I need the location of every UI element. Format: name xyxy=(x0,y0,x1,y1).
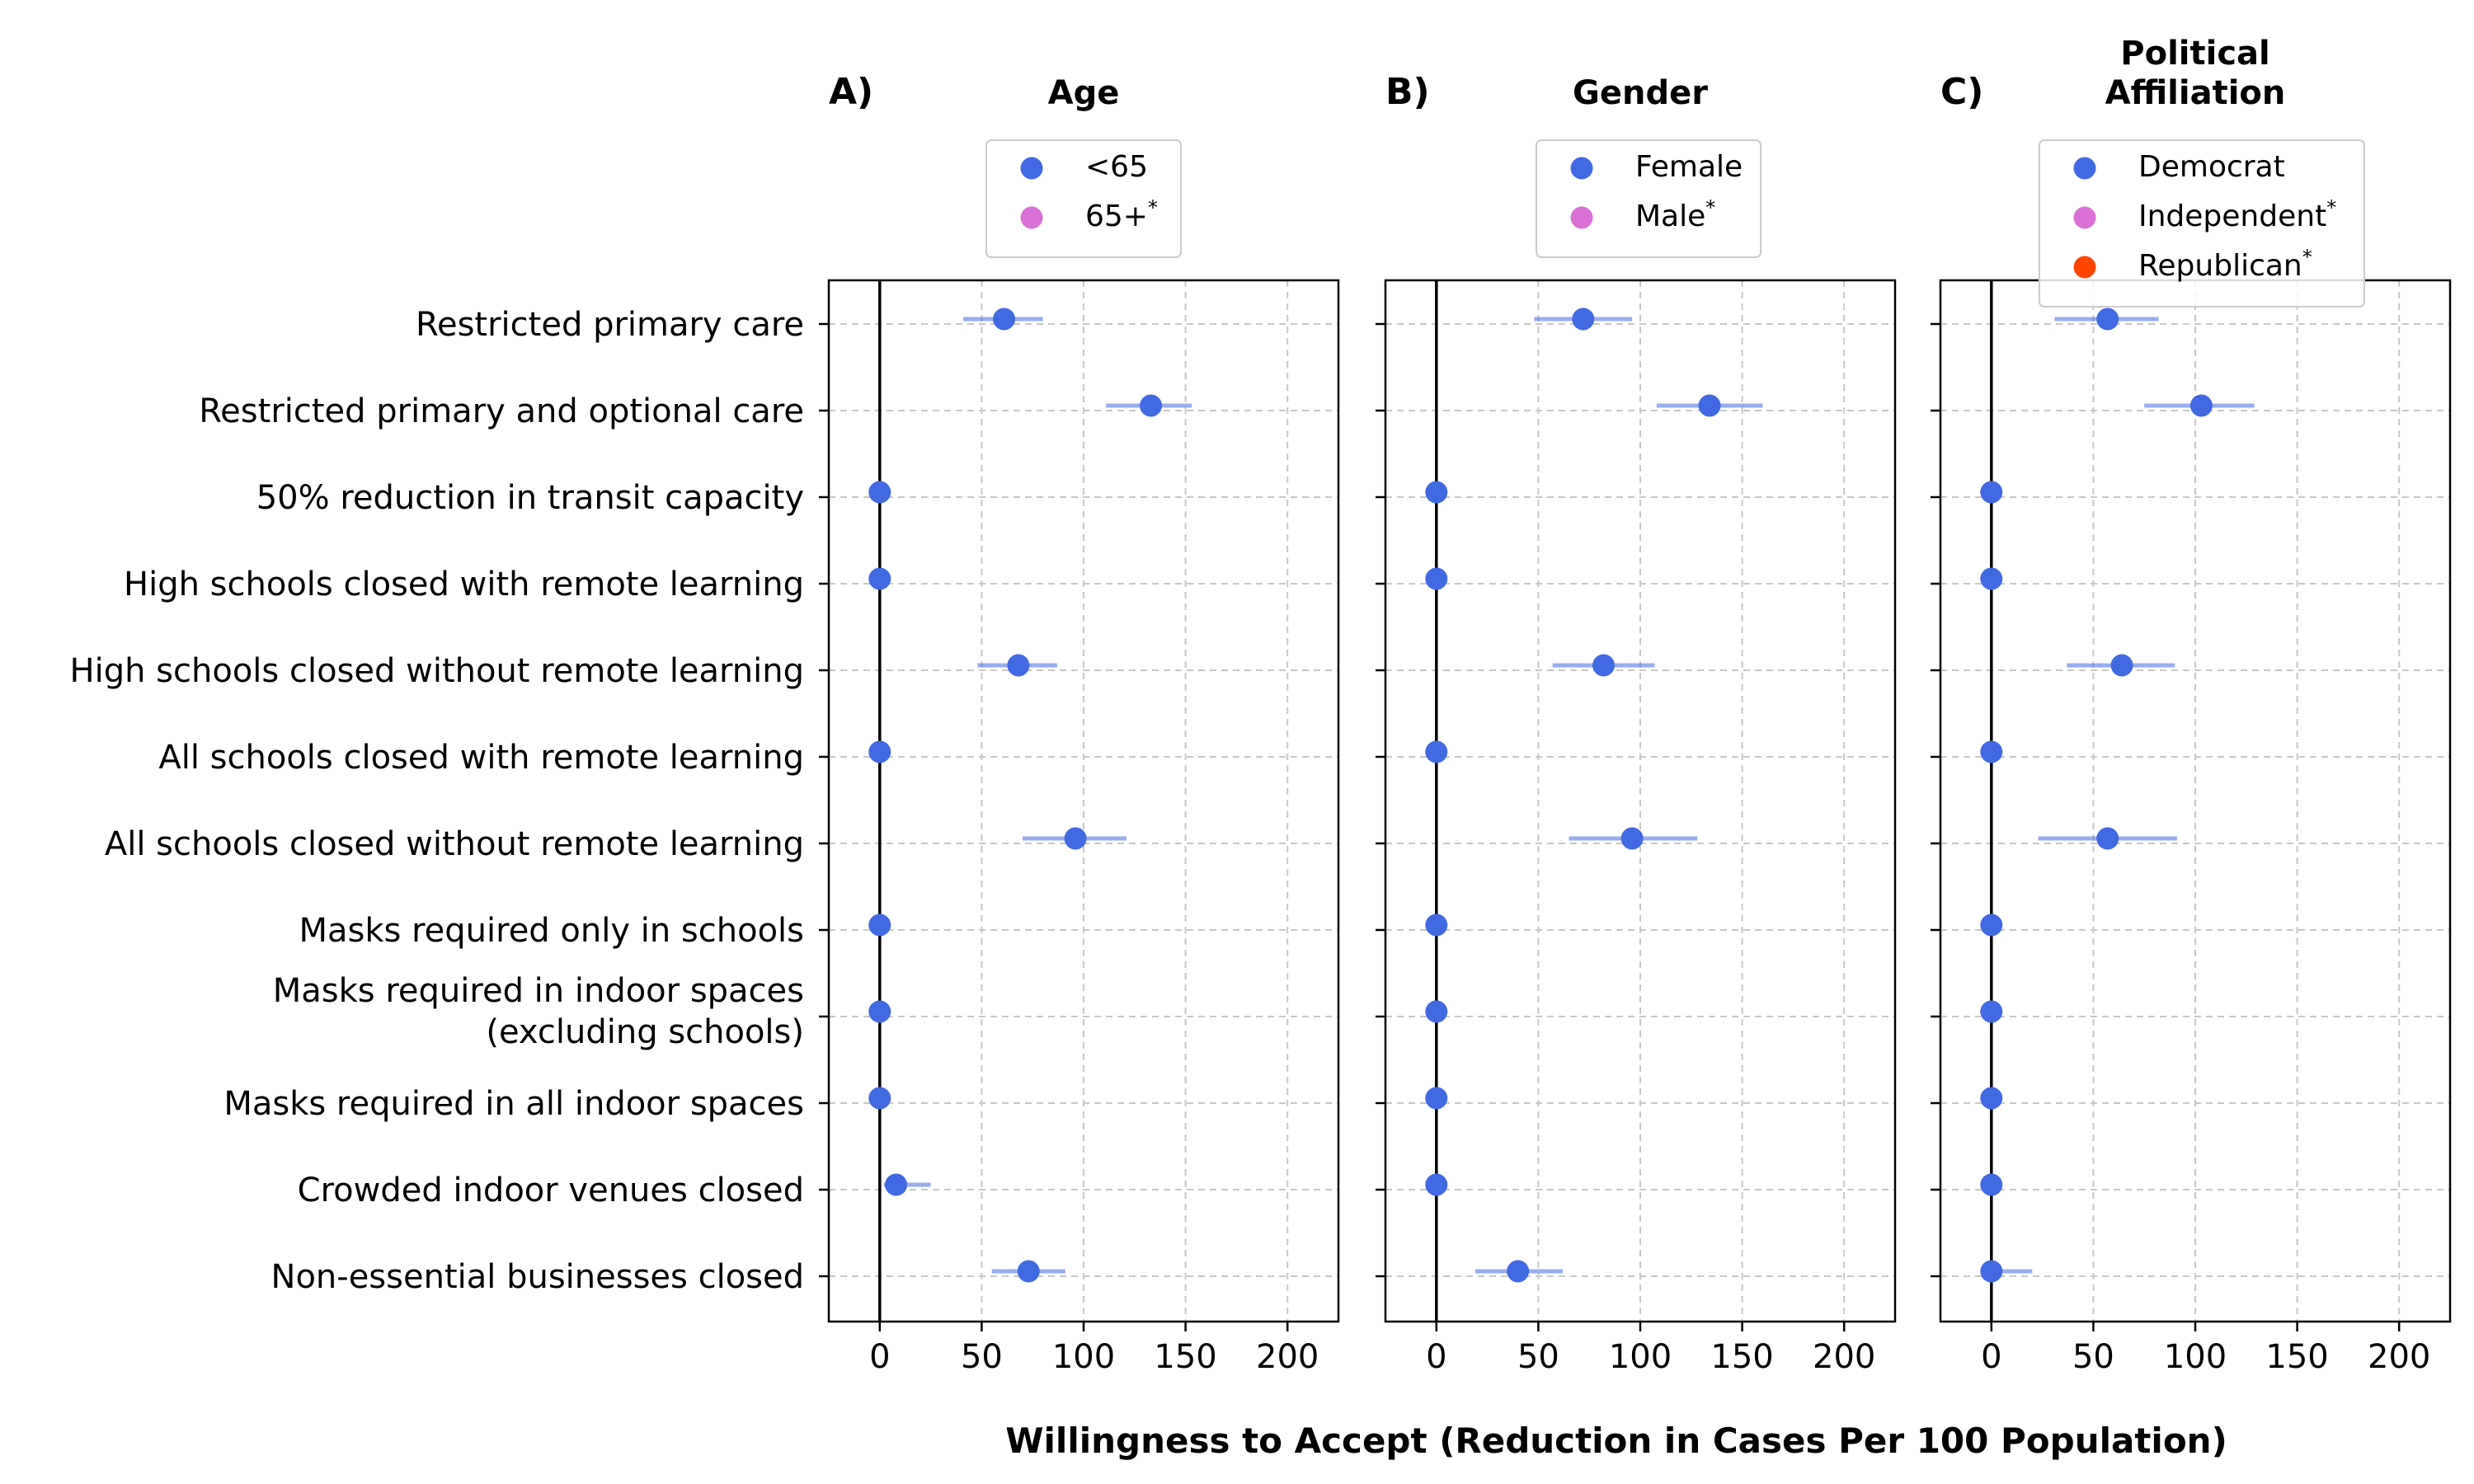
data-point xyxy=(1507,1260,1530,1283)
panel-letter: C) xyxy=(1940,71,1983,113)
panel-1: 0 50 100 150 200 A) Age <65 65+* xyxy=(819,71,1340,1376)
y-category-label: (excluding schools) xyxy=(486,1013,804,1051)
legend-box xyxy=(2039,139,2365,308)
data-point xyxy=(1698,394,1721,417)
x-tick-label: 50 xyxy=(1517,1338,1559,1376)
x-tick-label: 100 xyxy=(1052,1338,1115,1376)
x-tick-label: 150 xyxy=(2265,1338,2328,1376)
y-category-label: 50% reduction in transit capacity xyxy=(256,479,804,517)
data-point xyxy=(2096,827,2119,850)
panel-title: Age xyxy=(1048,74,1120,112)
data-point xyxy=(1425,913,1448,937)
y-category-label: Masks required in all indoor spaces xyxy=(223,1085,804,1123)
data-point xyxy=(2189,394,2213,417)
x-tick-label: 100 xyxy=(2164,1338,2227,1376)
legend-marker xyxy=(1020,157,1043,180)
legend-label: Independent* xyxy=(2138,196,2336,233)
legend-label: 65+* xyxy=(1085,196,1158,233)
x-tick-label: 50 xyxy=(961,1338,1003,1376)
x-tick-label: 0 xyxy=(1981,1338,2001,1376)
data-point xyxy=(1980,740,2003,763)
data-point xyxy=(868,481,891,504)
legend-marker xyxy=(1020,206,1043,229)
data-point xyxy=(1980,1260,2003,1283)
data-point xyxy=(1980,913,2003,937)
data-point xyxy=(1425,1000,1448,1023)
data-point xyxy=(1007,654,1030,677)
data-point xyxy=(868,1000,891,1023)
panel-2: 0 50 100 150 200 B) Gender Female Male* xyxy=(1376,71,1897,1376)
legend: Female Male* xyxy=(1536,139,1761,258)
y-axis-labels: Restricted primary care Restricted primar… xyxy=(70,306,804,1296)
x-tick-label: 150 xyxy=(1154,1338,1216,1376)
panel-title: Affiliation xyxy=(2105,74,2286,112)
y-category-label: Masks required only in schools xyxy=(299,912,804,950)
data-point xyxy=(1017,1260,1040,1283)
legend: <65 65+* xyxy=(985,139,1182,258)
legend-label: Democrat xyxy=(2138,150,2285,184)
legend-marker xyxy=(1570,206,1593,229)
legend: Democrat Independent* Republican* xyxy=(2039,139,2365,308)
data-point xyxy=(1980,567,2003,590)
x-tick-label: 200 xyxy=(1813,1338,1875,1376)
x-tick-label: 0 xyxy=(1426,1338,1446,1376)
x-tick-label: 50 xyxy=(2072,1338,2114,1376)
data-point xyxy=(1425,740,1448,763)
legend-marker xyxy=(2073,157,2096,180)
data-point xyxy=(1592,654,1616,677)
x-tick-label: 0 xyxy=(869,1338,890,1376)
data-point xyxy=(2110,654,2133,677)
panel-letter: B) xyxy=(1385,71,1430,113)
data-point xyxy=(868,567,891,590)
data-point xyxy=(1572,308,1595,331)
legend-marker xyxy=(2073,256,2096,279)
data-point xyxy=(1425,567,1448,590)
panel-letter: A) xyxy=(829,71,873,113)
data-point xyxy=(868,913,891,937)
x-tick-label: 150 xyxy=(1710,1338,1773,1376)
data-point xyxy=(1620,827,1644,850)
data-point xyxy=(1980,481,2003,504)
data-point xyxy=(885,1173,908,1196)
data-point xyxy=(868,740,891,763)
y-category-label: All schools closed with remote learning xyxy=(158,739,804,777)
data-point xyxy=(1980,1173,2003,1196)
legend-label: <65 xyxy=(1085,150,1148,184)
data-point xyxy=(2096,308,2119,331)
y-category-label: Restricted primary and optional care xyxy=(199,392,804,430)
panels: 0 50 100 150 200 A) Age <65 65+* 0 50 100 150 200 B) Ge… xyxy=(819,35,2452,1376)
legend-label: Republican* xyxy=(2138,246,2312,283)
y-category-label: High schools closed without remote learn… xyxy=(70,652,804,690)
data-point xyxy=(1425,481,1448,504)
legend-marker xyxy=(1570,157,1593,180)
data-point xyxy=(868,1087,891,1110)
y-category-label: Crowded indoor venues closed xyxy=(298,1172,804,1209)
data-point xyxy=(1980,1087,2003,1110)
data-point xyxy=(1980,1000,2003,1023)
legend-label: Male* xyxy=(1635,196,1715,233)
data-point xyxy=(1064,827,1087,850)
x-tick-label: 100 xyxy=(1609,1338,1672,1376)
data-point xyxy=(1425,1173,1448,1196)
data-point xyxy=(993,308,1016,331)
y-category-label: All schools closed without remote learni… xyxy=(105,825,804,863)
y-category-label: High schools closed with remote learning xyxy=(124,566,804,603)
x-tick-label: 200 xyxy=(2368,1338,2430,1376)
y-category-label: Restricted primary care xyxy=(416,306,804,344)
data-point xyxy=(1425,1087,1448,1110)
data-point xyxy=(1140,394,1163,417)
legend-label: Female xyxy=(1635,150,1743,184)
y-category-label: Masks required in indoor spaces xyxy=(273,972,804,1010)
x-tick-label: 200 xyxy=(1256,1338,1319,1376)
panel-title: Gender xyxy=(1573,74,1708,112)
y-category-label: Non-essential businesses closed xyxy=(271,1258,804,1296)
x-axis-label: Willingness to Accept (Reduction in Case… xyxy=(1005,1421,2227,1461)
panel-title: Political xyxy=(2120,35,2269,73)
legend-marker xyxy=(2073,206,2096,229)
